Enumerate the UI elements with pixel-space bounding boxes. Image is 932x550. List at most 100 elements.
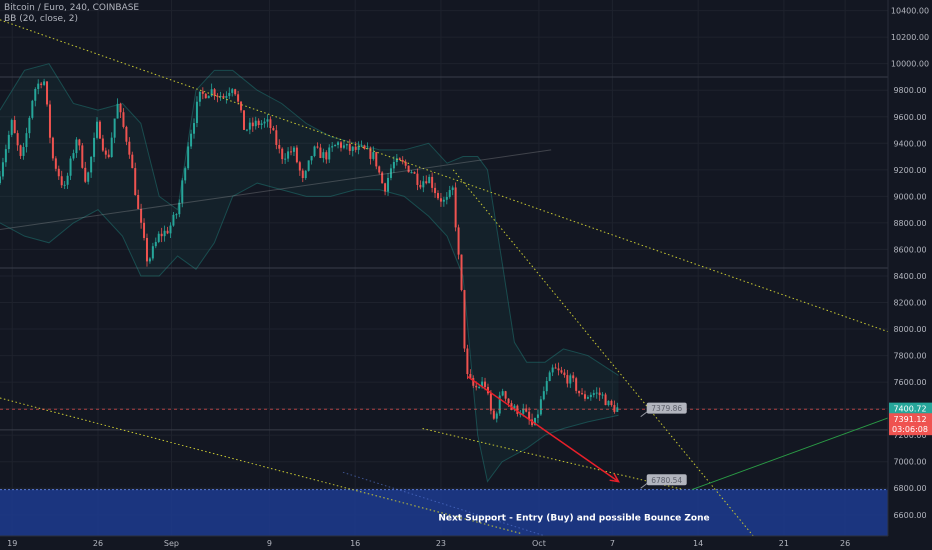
candle-body — [375, 152, 378, 167]
candle-body — [231, 89, 234, 93]
candle-body — [428, 176, 431, 184]
candle-body — [163, 230, 166, 237]
candle-body — [434, 187, 437, 194]
candle-body — [292, 147, 295, 152]
candle-body — [216, 95, 219, 97]
candle-body — [78, 139, 81, 146]
candle-body — [119, 103, 122, 113]
callout-text: 7379.86 — [651, 404, 682, 413]
bollinger-lower — [0, 182, 619, 483]
candle-body — [128, 141, 131, 155]
candle-body — [278, 144, 281, 149]
candle-body — [436, 193, 439, 199]
candle-body — [40, 83, 43, 85]
candle-body — [110, 137, 113, 158]
candle-body — [398, 158, 401, 160]
candle-body — [175, 214, 178, 216]
candle-body — [245, 129, 248, 131]
price-label-text: 03:06:08 — [892, 425, 928, 434]
candle-body — [190, 133, 193, 147]
candle-body — [431, 176, 434, 188]
x-tick-label: Sep — [164, 539, 179, 548]
y-tick-label: 10000.00 — [891, 60, 929, 69]
price-callout: 7379.86 — [640, 402, 687, 418]
candle-body — [463, 290, 466, 349]
candle-body — [598, 392, 601, 396]
candle-body — [134, 168, 137, 195]
x-tick-label: 26 — [93, 539, 103, 548]
x-tick-label: 26 — [840, 539, 850, 548]
candle-body — [137, 194, 140, 209]
green-trendline — [691, 417, 889, 491]
candle-body — [551, 367, 554, 373]
y-tick-label: 9600.00 — [893, 113, 926, 122]
candle-body — [448, 190, 451, 197]
candle-body — [22, 147, 25, 156]
candle-body — [586, 397, 589, 399]
candle-body — [75, 139, 78, 154]
candle-body — [60, 176, 63, 186]
candle-body — [201, 91, 204, 94]
candle-body — [419, 184, 422, 188]
candle-body — [372, 152, 375, 159]
candle-body — [319, 147, 322, 158]
candle-body — [116, 103, 119, 119]
candle-body — [316, 146, 319, 148]
candle-body — [193, 123, 196, 134]
candle-body — [542, 391, 545, 400]
candle-body — [410, 172, 413, 174]
candle-body — [583, 394, 586, 399]
x-tick-label: 14 — [693, 539, 703, 548]
candle-body — [184, 168, 187, 181]
candle-body — [595, 392, 598, 394]
candle-body — [54, 158, 57, 169]
candle-body — [554, 367, 557, 369]
candle-body — [539, 399, 542, 415]
bollinger-upper — [0, 63, 619, 376]
candle-body — [287, 151, 290, 159]
candle-body — [93, 137, 96, 157]
y-tick-label: 7800.00 — [893, 352, 926, 361]
candle-body — [528, 411, 531, 420]
candle-body — [143, 222, 146, 238]
candle-body — [234, 89, 237, 95]
candle-body — [254, 120, 257, 127]
candle-body — [495, 413, 498, 419]
candle-body — [31, 100, 34, 118]
candle-body — [275, 130, 278, 145]
candle-body — [560, 370, 563, 373]
price-label: 7391.12 — [889, 413, 932, 426]
candle-body — [304, 170, 307, 179]
candle-body — [46, 81, 49, 105]
price-label-bg — [889, 423, 932, 436]
candle-body — [457, 227, 460, 255]
y-axis-bg — [888, 0, 932, 550]
indicator-title[interactable]: BB (20, close, 2) — [4, 14, 79, 24]
candle-body — [607, 400, 610, 406]
candle-body — [28, 117, 31, 134]
candle-body — [107, 154, 110, 158]
price-label: 03:06:08 — [889, 423, 932, 436]
candle-body — [478, 386, 481, 388]
candle-body — [210, 89, 213, 96]
symbol-title[interactable]: Bitcoin / Euro, 240, COINBASE — [4, 3, 140, 13]
candle-body — [575, 378, 578, 391]
candle-body — [310, 155, 313, 161]
y-tick-label: 10200.00 — [891, 33, 929, 42]
candle-body — [369, 148, 372, 159]
candle-body — [207, 95, 210, 99]
candle-body — [469, 374, 472, 379]
y-tick-label: 8400.00 — [893, 272, 926, 281]
candle-body — [19, 145, 22, 156]
callout-box — [646, 402, 687, 414]
forecast-arrow — [467, 376, 619, 483]
candle-body — [357, 146, 360, 150]
candle-body — [16, 133, 19, 146]
candle-body — [525, 408, 528, 412]
candle-body — [228, 92, 231, 97]
y-tick-label: 7200.00 — [893, 431, 926, 440]
price-callout: 6780.54 — [640, 474, 687, 489]
candle-body — [281, 148, 284, 160]
